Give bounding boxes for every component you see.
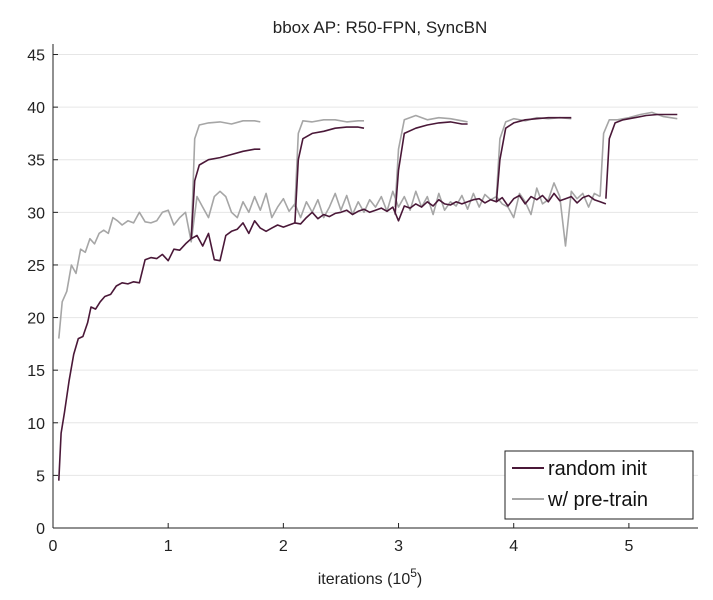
series-line-random-init	[294, 126, 365, 223]
y-tick-label: 30	[27, 205, 45, 222]
series-line-random-init	[605, 113, 678, 199]
axes	[52, 44, 698, 529]
series-line-random-init	[58, 192, 607, 481]
series-line-w-pre-train	[495, 116, 572, 197]
legend: random init w/ pre-train	[504, 450, 694, 520]
x-axis-label-exponent: 5	[410, 566, 417, 580]
series-line-w-pre-train	[599, 111, 678, 197]
legend-label-pre-train: w/ pre-train	[547, 489, 648, 511]
series-line-w-pre-train	[58, 182, 601, 339]
legend-box	[504, 450, 694, 520]
x-tick-label: 1	[164, 538, 173, 555]
y-tick-label: 5	[36, 468, 45, 485]
x-tick-label: 0	[49, 538, 58, 555]
x-axis-label: iterations (105)	[318, 566, 423, 588]
x-axis-label-text: iterations (10	[318, 571, 411, 588]
series-line-w-pre-train	[294, 119, 364, 208]
legend-label-random-init: random init	[548, 458, 647, 480]
series-line-w-pre-train	[190, 120, 261, 239]
gridlines	[53, 54, 698, 476]
chart-title: bbox AP: R50-FPN, SyncBN	[273, 18, 487, 37]
y-tick-label: 45	[27, 48, 45, 65]
series-line-random-init	[495, 116, 572, 202]
y-tick-label: 15	[27, 363, 45, 380]
y-tick-label: 10	[27, 416, 45, 433]
x-tick-label: 3	[394, 538, 403, 555]
x-tick-label: 2	[279, 538, 288, 555]
y-tick-label: 0	[36, 521, 45, 538]
y-tick-label: 40	[27, 100, 45, 117]
y-tick-label: 20	[27, 311, 45, 328]
series-line-random-init	[394, 121, 468, 215]
y-tick-label: 25	[27, 258, 45, 275]
x-axis-label-close: )	[417, 571, 422, 588]
y-tick-label: 35	[27, 153, 45, 170]
series-lines	[58, 111, 678, 481]
series-line-w-pre-train	[394, 114, 468, 208]
x-tick-label: 5	[624, 538, 633, 555]
series-line-random-init	[190, 148, 261, 239]
x-tick-label: 4	[509, 538, 518, 555]
